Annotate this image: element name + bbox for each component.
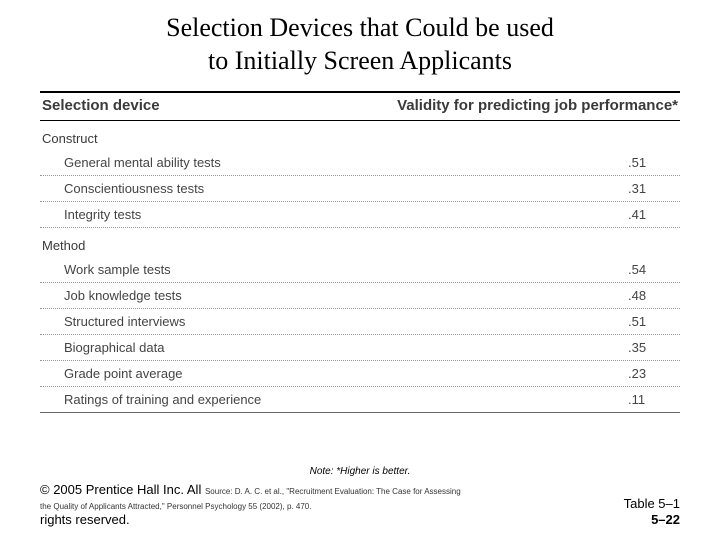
copyright-line-2: rights reserved. <box>40 512 130 527</box>
row-label: Integrity tests <box>64 207 141 222</box>
section-label-method: Method <box>40 228 680 257</box>
row-value: .51 <box>628 155 678 170</box>
table-row: Structured interviews .51 <box>40 309 680 335</box>
row-label: Biographical data <box>64 340 164 355</box>
copyright-block: © 2005 Prentice Hall Inc. All Source: D.… <box>40 483 461 528</box>
page-number: 5–22 <box>651 512 680 527</box>
row-label: Grade point average <box>64 366 183 381</box>
row-value: .35 <box>628 340 678 355</box>
table-reference: Table 5–1 5–22 <box>624 496 680 529</box>
source-line-2: the Quality of Applicants Attracted," Pe… <box>40 502 311 511</box>
title-line-1: Selection Devices that Could be used <box>166 13 554 42</box>
row-value: .11 <box>628 392 678 407</box>
table-row: Ratings of training and experience .11 <box>40 387 680 412</box>
source-line-1: Source: D. A. C. et al., "Recruitment Ev… <box>205 487 461 496</box>
col-header-device: Selection device <box>42 97 160 114</box>
row-value: .51 <box>628 314 678 329</box>
table-row: Job knowledge tests .48 <box>40 283 680 309</box>
table-number: Table 5–1 <box>624 496 680 511</box>
col-header-validity: Validity for predicting job performance* <box>397 97 678 114</box>
row-label: Job knowledge tests <box>64 288 182 303</box>
data-table: Selection device Validity for predicting… <box>40 91 680 413</box>
table-row: Conscientiousness tests .31 <box>40 176 680 202</box>
section-label-construct: Construct <box>40 121 680 150</box>
row-value: .48 <box>628 288 678 303</box>
row-label: General mental ability tests <box>64 155 221 170</box>
row-label: Structured interviews <box>64 314 185 329</box>
table-header-row: Selection device Validity for predicting… <box>40 93 680 121</box>
title-line-2: to Initially Screen Applicants <box>208 46 512 75</box>
row-label: Conscientiousness tests <box>64 181 204 196</box>
row-value: .41 <box>628 207 678 222</box>
slide-footer: Note: *Higher is better. © 2005 Prentice… <box>40 466 680 528</box>
slide-title: Selection Devices that Could be used to … <box>40 12 680 77</box>
row-value: .54 <box>628 262 678 277</box>
table-row: Grade point average .23 <box>40 361 680 387</box>
table-row: General mental ability tests .51 <box>40 150 680 176</box>
row-label: Ratings of training and experience <box>64 392 261 407</box>
footnote: Note: *Higher is better. <box>40 466 680 477</box>
row-value: .23 <box>628 366 678 381</box>
table-row: Work sample tests .54 <box>40 257 680 283</box>
row-label: Work sample tests <box>64 262 171 277</box>
table-row: Biographical data .35 <box>40 335 680 361</box>
row-value: .31 <box>628 181 678 196</box>
table-row: Integrity tests .41 <box>40 202 680 228</box>
footer-row: © 2005 Prentice Hall Inc. All Source: D.… <box>40 483 680 528</box>
copyright-line-1: © 2005 Prentice Hall Inc. All <box>40 482 201 497</box>
